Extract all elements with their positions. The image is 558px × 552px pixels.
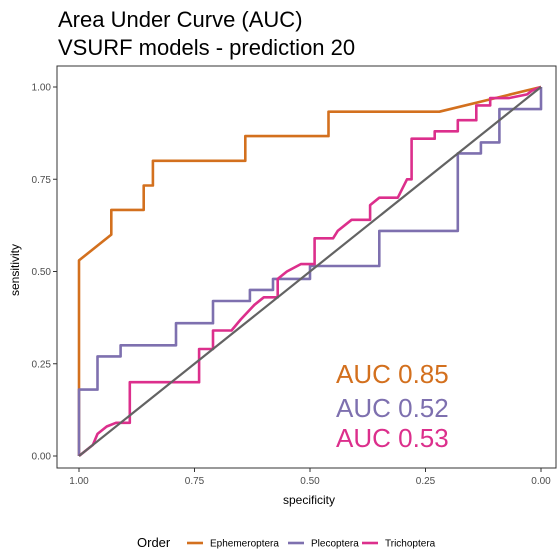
chart-title-line-2: VSURF models - prediction 20 — [58, 35, 355, 60]
auc-label-trichoptera: AUC 0.53 — [336, 423, 449, 453]
legend: Order Ephemeroptera Plecoptera Trichoptera — [137, 535, 436, 550]
y-tick-label: 1.00 — [32, 83, 52, 94]
legend-label-ephemeroptera: Ephemeroptera — [210, 539, 279, 550]
y-axis-label: sensitivity — [8, 244, 22, 296]
chart-title-line-1: Area Under Curve (AUC) — [58, 7, 303, 32]
plot-area: 1.00 0.75 0.50 0.25 0.00 0.00 0.25 0.50 0.75 1.00 — [32, 65, 557, 487]
roc-line-plecoptera — [77, 87, 543, 456]
y-tick-label: 0.75 — [32, 175, 52, 186]
legend-label-plecoptera: Plecoptera — [311, 539, 359, 550]
x-tick-label: 0.00 — [531, 476, 551, 487]
roc-line-trichoptera — [78, 85, 542, 458]
auc-label-ephemeroptera: AUC 0.85 — [336, 359, 449, 389]
x-tick-label: 0.25 — [416, 476, 436, 487]
x-tick-label: 0.50 — [300, 476, 320, 487]
x-tick-label: 1.00 — [69, 476, 89, 487]
y-tick-label: 0.50 — [32, 267, 52, 278]
auc-label-plecoptera: AUC 0.52 — [336, 393, 449, 423]
chance-diagonal-line — [78, 86, 542, 457]
roc-line-ephemeroptera — [77, 85, 542, 456]
y-tick-label: 0.25 — [32, 359, 52, 370]
x-axis-label: specificity — [283, 493, 335, 507]
legend-label-trichoptera: Trichoptera — [385, 539, 436, 550]
y-tick-label: 0.00 — [32, 452, 52, 463]
plot-panel-border — [56, 65, 557, 469]
legend-title: Order — [137, 535, 171, 550]
x-tick-label: 0.75 — [185, 476, 205, 487]
